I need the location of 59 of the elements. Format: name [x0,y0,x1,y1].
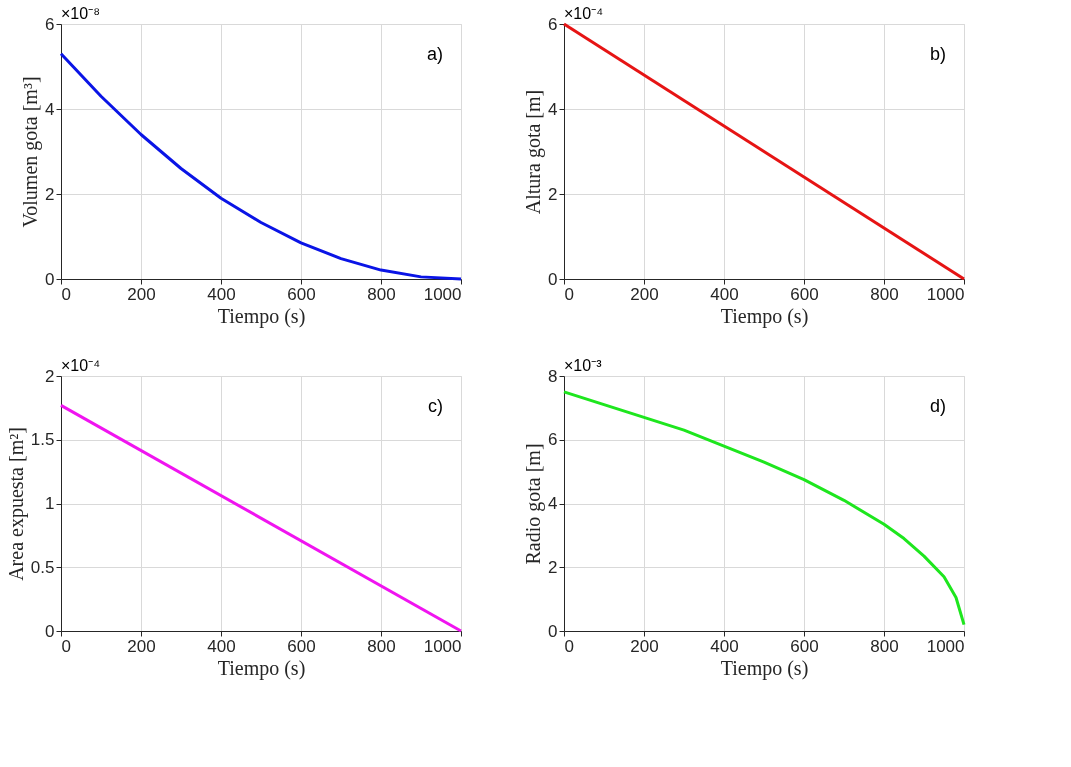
x-tick-label: 1000 [926,284,965,304]
y-tick-label: 2 [548,184,558,204]
x-tick-label: 600 [287,284,316,304]
x-tick-label: 200 [127,636,156,656]
y-axis-title: Volumen gota [m³] [19,76,43,228]
x-tick-label: 600 [790,636,819,656]
y-tick-label: 6 [548,430,558,450]
y-axis-title: Radio gota [m] [522,443,546,565]
y-axis-title: Area expuesta [m²] [4,427,28,581]
x-tick-label: 1000 [423,636,462,656]
y-tick-label: 0.5 [30,557,55,577]
annotation: a) [426,44,443,64]
x-axis-title: Tiempo (s) [720,656,809,680]
y-tick-label: 4 [548,494,558,513]
x-tick-label: 800 [870,284,899,304]
x-tick-label: 200 [127,284,156,304]
text: ×10⁻⁴ [61,357,101,374]
x-tick-label: 400 [207,284,236,304]
y-tick-label: 2 [45,366,55,386]
x-tick-label: 200 [630,284,659,304]
line-series [562,390,966,627]
x-axis-title: Tiempo (s) [720,304,809,328]
text: ×10⁻⁸ [61,5,100,22]
y-tick-label: 6 [548,14,558,34]
x-tick-label: 0 [61,636,71,656]
x-tick-label: 400 [710,284,739,304]
y-tick-label: 4 [45,99,55,119]
y-tick-label: 0 [45,269,55,289]
x-tick-label: 600 [790,284,819,304]
annotation: b) [929,44,946,64]
x-tick-label: 800 [870,636,899,656]
x-tick-label: 400 [710,636,739,656]
x-tick-label: 0 [564,636,574,656]
x-tick-label: 0 [564,284,574,304]
x-tick-label: 800 [367,636,396,656]
x-tick-label: 1000 [926,636,965,656]
x-tick-label: 600 [287,636,316,656]
x-axis-title: Tiempo (s) [217,656,306,680]
y-tick-label: 1 [45,494,55,513]
y-tick-label: 0 [548,269,558,289]
annotation: d) [929,396,946,416]
x-tick-label: 200 [630,636,659,656]
text: ×10⁻⁴ [564,5,604,22]
y-tick-label: 0 [45,621,55,641]
x-tick-label: 400 [207,636,236,656]
x-tick-label: 0 [61,284,71,304]
y-tick-label: 8 [548,366,558,386]
y-axis-title: Altura gota [m] [522,89,546,215]
x-axis-title: Tiempo (s) [217,304,306,328]
x-tick-label: 800 [367,284,396,304]
text: ×10⁻³ [564,357,603,374]
y-tick-label: 4 [548,99,558,119]
y-tick-label: 6 [45,14,55,34]
annotation: c) [428,396,443,416]
y-tick-label: 0 [548,621,558,641]
y-tick-label: 2 [45,184,55,204]
x-tick-label: 1000 [423,284,462,304]
y-tick-label: 2 [548,557,558,577]
y-tick-label: 1.5 [30,430,55,450]
